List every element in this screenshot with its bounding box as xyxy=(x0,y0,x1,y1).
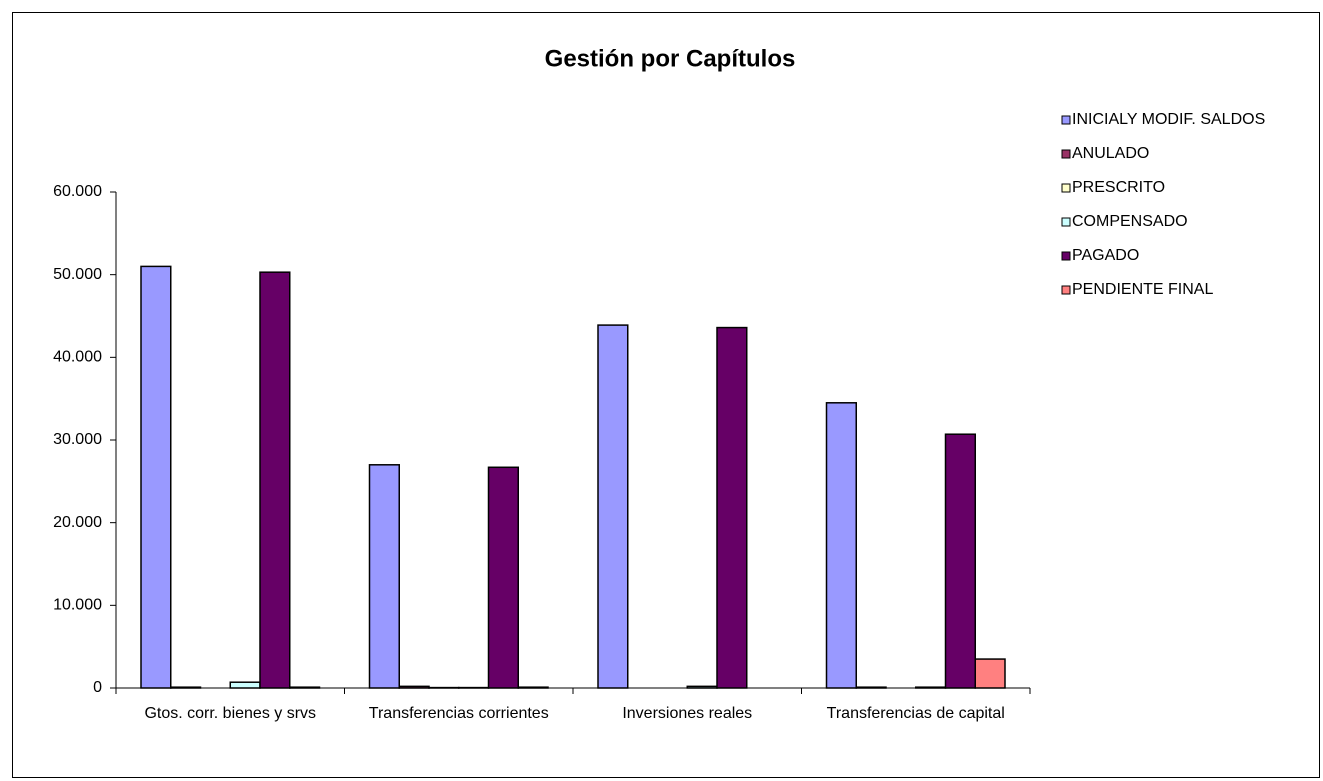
legend-label: PRESCRITO xyxy=(1072,179,1165,196)
y-tick-label: 40.000 xyxy=(53,349,102,366)
bar xyxy=(597,324,629,689)
legend-swatch xyxy=(1061,285,1071,295)
chart-border xyxy=(12,12,1320,778)
x-tick-label: Gtos. corr. bienes y srvs xyxy=(144,705,317,722)
bar xyxy=(974,658,1006,689)
legend-label: INICIALY MODIF. SALDOS xyxy=(1072,111,1265,128)
x-tick-label: Transferencias corrientes xyxy=(368,705,549,722)
bar xyxy=(259,271,291,689)
y-tick-label: 0 xyxy=(93,679,102,696)
bar xyxy=(716,326,748,689)
bar xyxy=(825,402,857,689)
legend-label: PENDIENTE FINAL xyxy=(1072,281,1213,298)
y-tick-label: 60.000 xyxy=(53,183,102,200)
legend-swatch xyxy=(1061,217,1071,227)
y-tick-label: 20.000 xyxy=(53,514,102,531)
legend-swatch xyxy=(1061,115,1071,125)
bar xyxy=(487,466,519,689)
chart-title: Gestión por Capítulos xyxy=(545,45,796,72)
legend-label: ANULADO xyxy=(1072,145,1149,162)
bar xyxy=(140,265,172,689)
y-tick-label: 30.000 xyxy=(53,431,102,448)
x-tick-label: Transferencias de capital xyxy=(826,705,1005,722)
legend-swatch xyxy=(1061,149,1071,159)
legend-label: PAGADO xyxy=(1072,247,1139,264)
bar xyxy=(944,433,976,689)
bar xyxy=(368,464,400,689)
legend-swatch xyxy=(1061,251,1071,261)
y-tick-label: 50.000 xyxy=(53,266,102,283)
legend-label: COMPENSADO xyxy=(1072,213,1188,230)
bar xyxy=(229,681,261,689)
x-tick-label: Inversiones reales xyxy=(622,705,753,722)
y-tick-label: 10.000 xyxy=(53,597,102,614)
legend-swatch xyxy=(1061,183,1071,193)
